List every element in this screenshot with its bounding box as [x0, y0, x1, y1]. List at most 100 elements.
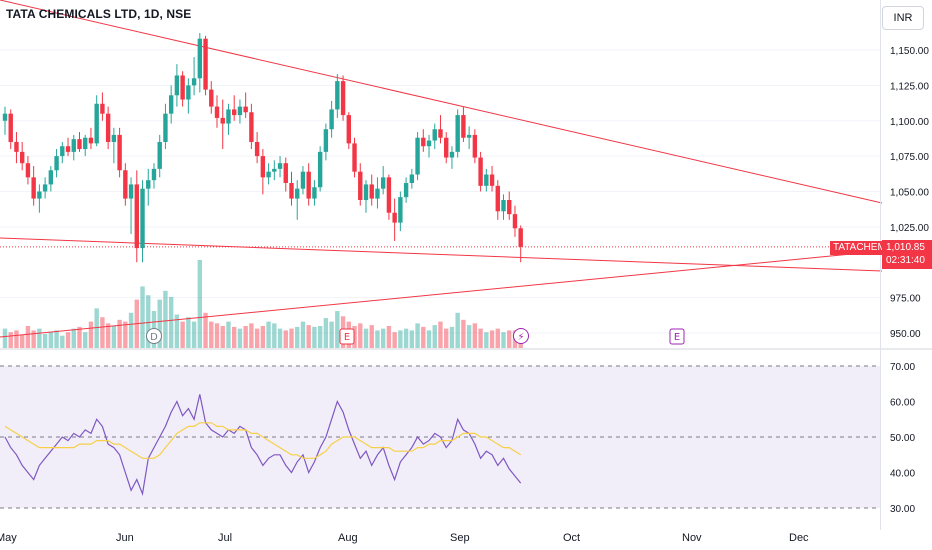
volume-bar [403, 328, 409, 348]
event-marker[interactable]: E [339, 328, 355, 345]
candle-body [466, 134, 472, 138]
time-axis-label: Jun [116, 532, 134, 544]
volume-bar [358, 323, 363, 348]
volume-bar [209, 321, 214, 348]
volume-bar [317, 326, 323, 348]
volume-bar [295, 326, 300, 348]
candle-body [19, 151, 25, 164]
volume-bar [117, 319, 122, 348]
volume-bar [489, 330, 495, 348]
volume-bar [409, 330, 415, 348]
price-tick-label: 1,075.00 [890, 152, 929, 163]
candle-body [123, 170, 128, 199]
candle-body [2, 113, 8, 121]
event-marker-label: ⚡ [517, 332, 524, 343]
rsi-tick-label: 70.00 [890, 362, 915, 373]
time-axis-label: Jul [218, 532, 232, 544]
volume-bar [37, 328, 42, 348]
volume-bar [466, 325, 472, 348]
event-marker[interactable]: ⚡ [513, 328, 529, 344]
rsi-pane[interactable] [0, 365, 880, 509]
candle-body [415, 137, 420, 175]
price-pane[interactable]: D E ⚡ E [0, 0, 883, 348]
candle-body [312, 187, 317, 199]
candle-body [432, 129, 437, 141]
volume-bar [249, 323, 254, 348]
candle-body [317, 151, 323, 188]
volume-bar [283, 330, 288, 348]
event-marker-bg [513, 328, 529, 344]
volume-bar [100, 317, 105, 348]
volume-bar [48, 332, 54, 348]
candle-body [128, 184, 134, 199]
volume-bar [495, 328, 500, 348]
event-marker-bg [146, 328, 162, 344]
candle-body [220, 117, 225, 124]
rsi-line [4, 394, 522, 497]
volume-bar [146, 295, 151, 348]
volume-bar [77, 326, 82, 348]
candle-body [323, 129, 329, 152]
candle-body [484, 174, 489, 186]
volume-bar [243, 326, 248, 348]
candle-body [83, 137, 88, 150]
time-axis-label: Nov [682, 532, 702, 544]
candle-body [478, 157, 483, 186]
candle-body [266, 171, 271, 178]
volume-bar [191, 321, 197, 348]
volume-bar [426, 330, 432, 348]
volume-bar [484, 332, 489, 348]
candle-body [403, 183, 409, 198]
candle-body [489, 174, 495, 186]
volume-bar [421, 326, 426, 348]
candle-body [512, 214, 518, 229]
candle-body [306, 171, 311, 199]
candle-body [392, 212, 397, 223]
volume-bar [329, 321, 334, 348]
volume-bar [94, 308, 99, 348]
candle-body [421, 137, 426, 147]
candle-body [329, 109, 334, 130]
candle-body [197, 38, 203, 79]
volume-bar [220, 326, 225, 348]
volume-bar [60, 335, 65, 348]
candle-body [37, 191, 42, 199]
candle-body [100, 103, 105, 114]
candle-body [340, 81, 346, 116]
event-marker[interactable]: D [146, 328, 162, 344]
volume-bar [65, 332, 71, 348]
volume-bar [398, 330, 403, 348]
candle-body [54, 156, 59, 171]
volume-bar [386, 326, 392, 348]
candle-body [335, 81, 340, 110]
volume-bar [111, 326, 117, 348]
candle-body [352, 143, 357, 172]
volume-bar [214, 323, 220, 348]
volume-bar [501, 332, 506, 348]
event-marker[interactable]: E [669, 328, 685, 345]
currency-button[interactable]: INR [882, 6, 924, 30]
candle-body [283, 163, 288, 184]
candle-body [111, 134, 117, 142]
time-axis-label: Dec [789, 532, 809, 544]
chart-title: TATA CHEMICALS LTD, 1D, NSE [6, 7, 192, 21]
candle-body [140, 188, 145, 249]
candle-body [151, 168, 157, 181]
candle-body [277, 163, 283, 169]
volume-bar [71, 328, 76, 348]
candle-body [25, 163, 31, 178]
candle-body [501, 199, 506, 212]
candle-body [94, 103, 99, 144]
volume-bar [272, 323, 277, 348]
volume-bar [25, 326, 31, 348]
volume-bar [392, 332, 397, 348]
price-tick-label: 1,050.00 [890, 188, 929, 199]
volume-bar [31, 330, 36, 348]
volume-bar [432, 325, 437, 348]
candle-body [426, 140, 432, 147]
candle-body [146, 180, 151, 189]
candle-body [449, 151, 455, 158]
candle-body [157, 141, 162, 169]
candle-body [105, 113, 111, 142]
candle-body [65, 146, 71, 152]
